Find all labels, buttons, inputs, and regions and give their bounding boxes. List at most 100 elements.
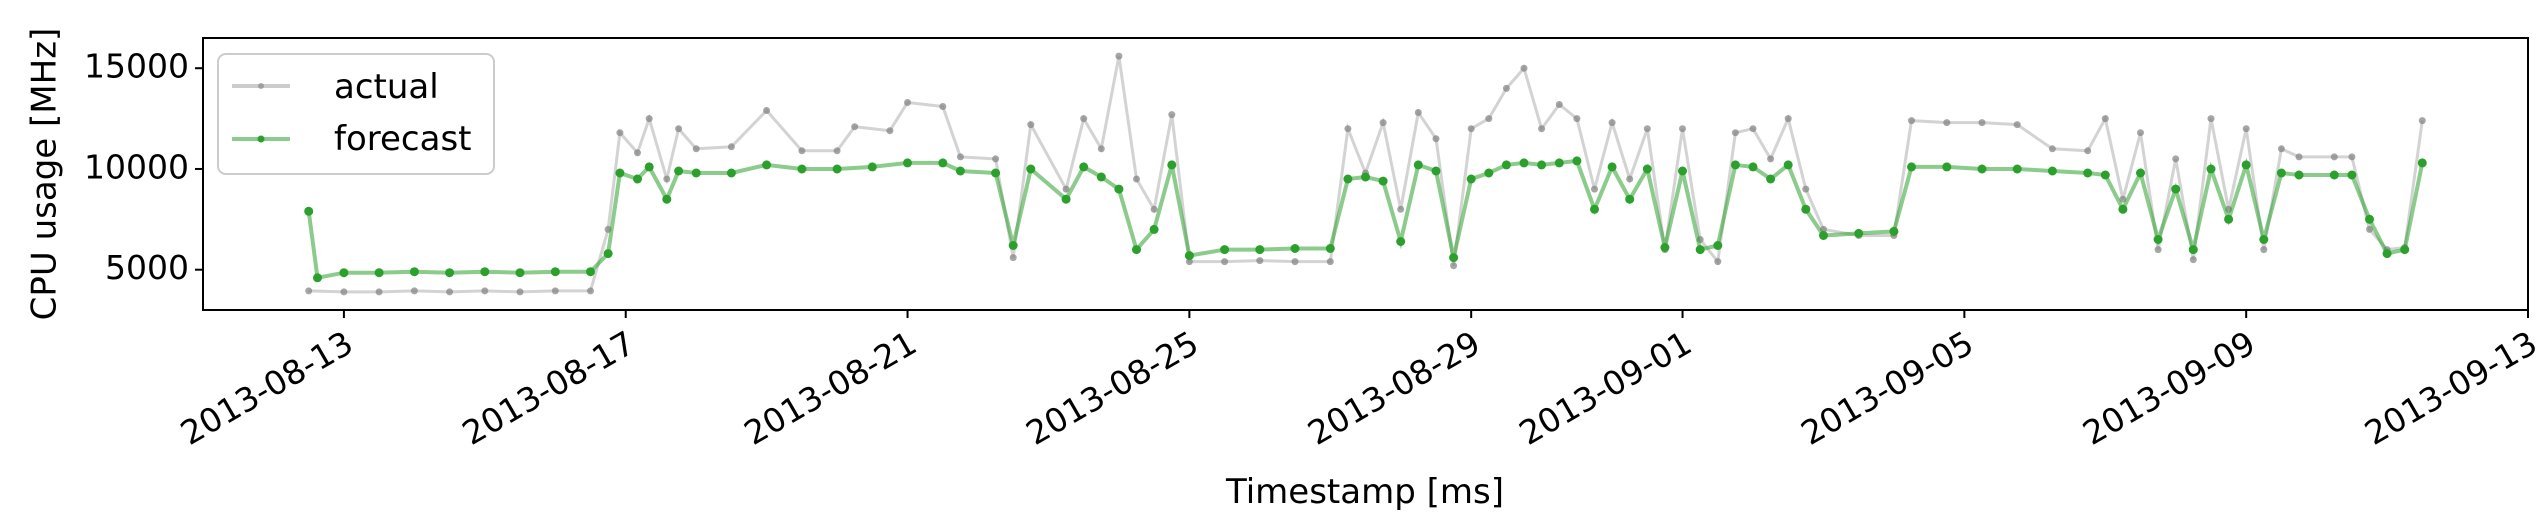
actual-point bbox=[2048, 145, 2056, 153]
actual-point bbox=[1133, 175, 1140, 183]
forecast-series-line bbox=[306, 157, 2425, 281]
actual-point bbox=[1608, 119, 1616, 127]
legend-forecast-label: forecast bbox=[334, 119, 472, 159]
actual-point bbox=[1080, 115, 1088, 123]
forecast-point bbox=[2417, 158, 2427, 168]
forecast-point bbox=[1625, 194, 1635, 204]
actual-point bbox=[2084, 147, 2092, 155]
forecast-point bbox=[2400, 245, 2410, 255]
forecast-point bbox=[1114, 184, 1124, 194]
forecast-series-group bbox=[304, 156, 2427, 283]
forecast-point bbox=[304, 206, 314, 216]
forecast-point bbox=[662, 194, 672, 204]
forecast-point bbox=[1801, 204, 1811, 214]
legend-actual-marker bbox=[258, 83, 264, 89]
forecast-point bbox=[1695, 245, 1705, 255]
legend-forecast-marker bbox=[257, 135, 265, 143]
actual-point bbox=[1978, 119, 1986, 127]
forecast-point bbox=[480, 267, 490, 277]
forecast-point bbox=[2083, 168, 2093, 178]
actual-point bbox=[2154, 246, 2162, 254]
actual-point bbox=[1150, 205, 1158, 213]
x-tick-label: 2013-08-17 bbox=[456, 323, 642, 453]
y-tick-label: 10000 bbox=[84, 147, 189, 186]
forecast-point bbox=[691, 168, 701, 178]
actual-point bbox=[1643, 125, 1651, 133]
forecast-point bbox=[867, 162, 877, 172]
actual-point bbox=[1379, 119, 1387, 127]
forecast-point bbox=[955, 166, 965, 176]
forecast-point bbox=[1220, 245, 1230, 255]
forecast-point bbox=[1907, 162, 1916, 172]
forecast-point bbox=[1730, 160, 1740, 170]
forecast-point bbox=[1501, 160, 1511, 170]
forecast-point bbox=[2224, 214, 2234, 224]
legend-actual-label: actual bbox=[334, 67, 439, 107]
actual-point bbox=[1115, 52, 1123, 60]
forecast-point bbox=[1678, 166, 1687, 176]
forecast-point bbox=[1167, 160, 1177, 170]
forecast-point bbox=[938, 158, 948, 168]
x-axis-label: Timestamp [ms] bbox=[1225, 472, 1504, 512]
legend-item-forecast: forecast bbox=[232, 119, 472, 159]
actual-point bbox=[2172, 155, 2180, 163]
actual-point bbox=[1450, 262, 1458, 270]
forecast-point bbox=[1255, 245, 1265, 255]
actual-point bbox=[634, 149, 641, 157]
forecast-point bbox=[2100, 170, 2110, 180]
forecast-point bbox=[1537, 160, 1547, 170]
x-tick-label: 2013-09-13 bbox=[2358, 323, 2544, 453]
x-axis: 2013-08-13 2013-08-17 2013-08-21 2013-08-25… bbox=[174, 310, 2544, 453]
forecast-point bbox=[2347, 170, 2357, 180]
actual-point bbox=[551, 287, 559, 295]
actual-point bbox=[2207, 115, 2215, 123]
x-tick-label: 2013-08-13 bbox=[174, 323, 360, 453]
actual-point bbox=[375, 288, 383, 296]
forecast-point bbox=[1819, 231, 1828, 240]
forecast-point bbox=[2171, 184, 2181, 194]
forecast-point bbox=[1325, 244, 1335, 253]
forecast-point bbox=[633, 174, 642, 184]
y-tick-label: 15000 bbox=[84, 47, 189, 86]
y-axis: 5000 10000 15000 bbox=[84, 47, 203, 287]
forecast-point bbox=[445, 268, 455, 278]
actual-point bbox=[692, 145, 700, 153]
actual-point bbox=[939, 103, 947, 110]
actual-point bbox=[2242, 125, 2250, 133]
actual-point bbox=[1802, 185, 1810, 193]
forecast-point bbox=[586, 267, 595, 277]
forecast-point bbox=[2329, 170, 2339, 180]
actual-point bbox=[1591, 185, 1598, 193]
forecast-point bbox=[339, 268, 349, 278]
plot-frame bbox=[202, 37, 2529, 311]
actual-point bbox=[798, 147, 806, 155]
forecast-point bbox=[762, 160, 772, 170]
forecast-point bbox=[515, 268, 525, 278]
forecast-point bbox=[832, 164, 842, 174]
x-tick-label: 2013-08-25 bbox=[1019, 323, 1205, 453]
forecast-point bbox=[1607, 162, 1617, 172]
x-tick-label: 2013-08-29 bbox=[1301, 323, 1487, 453]
actual-point bbox=[1097, 145, 1105, 153]
actual-point bbox=[763, 107, 771, 114]
forecast-point bbox=[1096, 172, 1106, 182]
actual-point bbox=[886, 127, 894, 135]
forecast-point bbox=[615, 168, 625, 178]
x-tick-label: 2013-08-21 bbox=[738, 323, 924, 453]
actual-point bbox=[2418, 117, 2426, 125]
forecast-point bbox=[409, 267, 419, 277]
actual-point bbox=[1767, 155, 1775, 163]
forecast-point bbox=[2365, 214, 2374, 224]
actual-point bbox=[1009, 254, 1017, 262]
actual-point bbox=[1714, 258, 1722, 266]
forecast-point bbox=[797, 164, 807, 174]
forecast-point bbox=[1361, 172, 1370, 182]
forecast-point bbox=[2118, 204, 2128, 214]
forecast-point bbox=[2047, 166, 2057, 176]
forecast-point bbox=[1642, 164, 1652, 174]
x-tick-label: 2013-09-09 bbox=[2076, 323, 2262, 453]
actual-point bbox=[2348, 153, 2356, 161]
actual-point bbox=[1414, 109, 1422, 116]
actual-point bbox=[1432, 135, 1440, 143]
forecast-point bbox=[674, 166, 684, 176]
